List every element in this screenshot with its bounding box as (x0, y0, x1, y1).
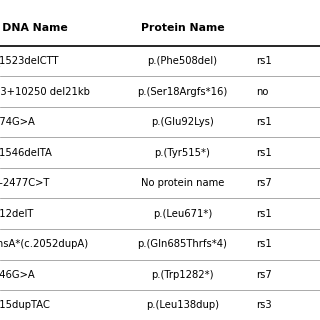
Text: 012delT: 012delT (0, 209, 34, 219)
Text: p.(Glu92Lys): p.(Glu92Lys) (151, 117, 214, 127)
Text: insA*(c.2052dupA): insA*(c.2052dupA) (0, 239, 88, 249)
Text: rs7: rs7 (256, 270, 272, 280)
Text: rs1: rs1 (256, 209, 272, 219)
Text: 415dupTAC: 415dupTAC (0, 300, 51, 310)
Text: p.(Gln685Thrfs*4): p.(Gln685Thrfs*4) (138, 239, 227, 249)
Text: rs1: rs1 (256, 148, 272, 158)
Text: No protein name: No protein name (141, 178, 224, 188)
Text: p.(Trp1282*): p.(Trp1282*) (151, 270, 214, 280)
Text: 8-2477C>T: 8-2477C>T (0, 178, 50, 188)
Text: rs1: rs1 (256, 56, 272, 66)
Text: _1546delTA: _1546delTA (0, 147, 52, 158)
Text: rs7: rs7 (256, 178, 272, 188)
Text: rs1: rs1 (256, 117, 272, 127)
Text: 274G>A: 274G>A (0, 117, 36, 127)
Text: p.(Ser18Argfs*16): p.(Ser18Argfs*16) (137, 86, 228, 97)
Text: p.(Leu138dup): p.(Leu138dup) (146, 300, 219, 310)
Text: p.(Leu671*): p.(Leu671*) (153, 209, 212, 219)
Text: ; DNA Name: ; DNA Name (0, 23, 67, 33)
Text: no: no (256, 86, 268, 97)
Text: p.(Tyr515*): p.(Tyr515*) (155, 148, 210, 158)
Text: rs3: rs3 (256, 300, 272, 310)
Text: _1523delCTT: _1523delCTT (0, 56, 58, 67)
Text: 73+10250 del21kb: 73+10250 del21kb (0, 86, 90, 97)
Text: 846G>A: 846G>A (0, 270, 35, 280)
Text: Protein Name: Protein Name (140, 23, 224, 33)
Text: rs1: rs1 (256, 239, 272, 249)
Text: p.(Phe508del): p.(Phe508del) (148, 56, 217, 66)
